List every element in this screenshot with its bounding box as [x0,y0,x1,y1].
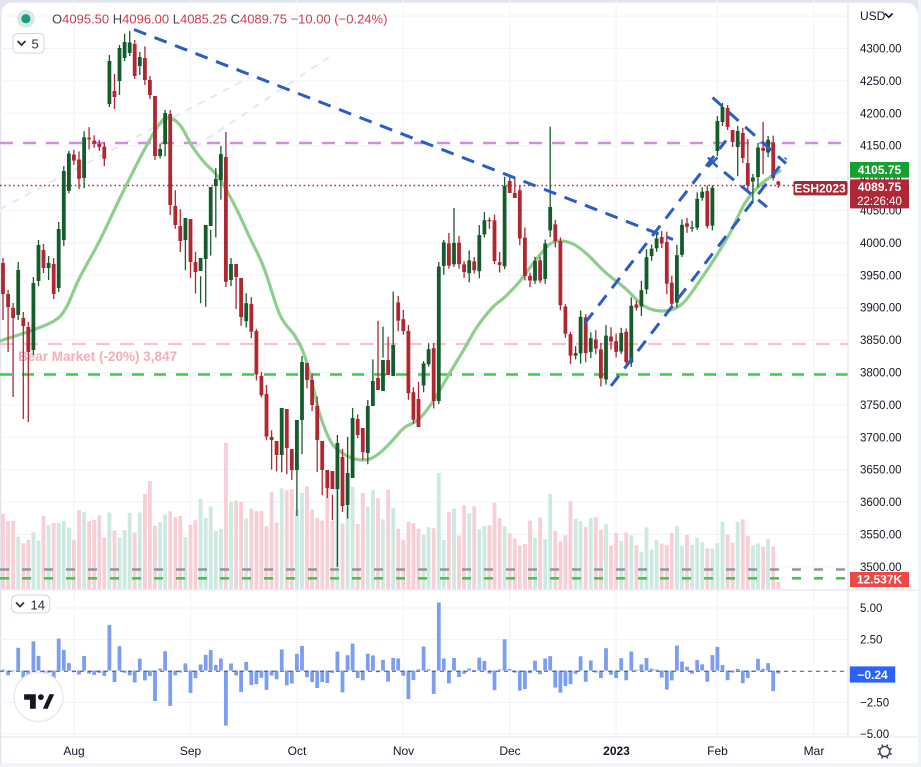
svg-text:Bear Market (-20%) 3,847: Bear Market (-20%) 3,847 [18,349,177,364]
svg-text:3750.00: 3750.00 [860,400,902,412]
svg-text:3500.00: 3500.00 [860,562,902,574]
svg-text:12.537K: 12.537K [857,573,903,587]
svg-text:USD: USD [860,9,886,23]
svg-text:2023: 2023 [603,744,630,758]
svg-text:2.50: 2.50 [860,635,882,647]
svg-text:4200.00: 4200.00 [860,108,902,120]
svg-text:Dec: Dec [499,744,520,758]
svg-text:3550.00: 3550.00 [860,530,902,542]
svg-text:5: 5 [32,37,39,52]
svg-text:Sep: Sep [180,744,202,758]
svg-text:4105.75: 4105.75 [858,163,902,177]
svg-text:Mar: Mar [804,744,825,758]
svg-text:4050.00: 4050.00 [860,206,902,218]
svg-text:3700.00: 3700.00 [860,432,902,444]
svg-text:5.00: 5.00 [860,603,882,615]
svg-text:3950.00: 3950.00 [860,270,902,282]
svg-text:4000.00: 4000.00 [860,238,902,250]
svg-text:3850.00: 3850.00 [860,335,902,347]
svg-text:Nov: Nov [393,744,414,758]
svg-text:4250.00: 4250.00 [860,76,902,88]
svg-text:Feb: Feb [707,744,728,758]
svg-text:3900.00: 3900.00 [860,303,902,315]
svg-text:22:26:40: 22:26:40 [857,196,902,208]
svg-text:4089.75: 4089.75 [858,180,902,194]
svg-text:O4095.50 H4096.00 L4085.25 C40: O4095.50 H4096.00 L4085.25 C4089.75 −10.… [52,12,387,27]
svg-text:−2.50: −2.50 [860,698,889,710]
svg-text:−0.24: −0.24 [857,668,888,682]
svg-text:3600.00: 3600.00 [860,497,902,509]
svg-text:4300.00: 4300.00 [860,44,902,56]
svg-text:4150.00: 4150.00 [860,141,902,153]
svg-text:−5.00: −5.00 [860,729,889,741]
svg-text:Oct: Oct [288,744,307,758]
svg-text:3650.00: 3650.00 [860,465,902,477]
svg-text:14: 14 [31,598,45,613]
svg-text:3800.00: 3800.00 [860,368,902,380]
svg-text:Aug: Aug [63,744,84,758]
svg-text:ESH2023: ESH2023 [794,181,846,195]
